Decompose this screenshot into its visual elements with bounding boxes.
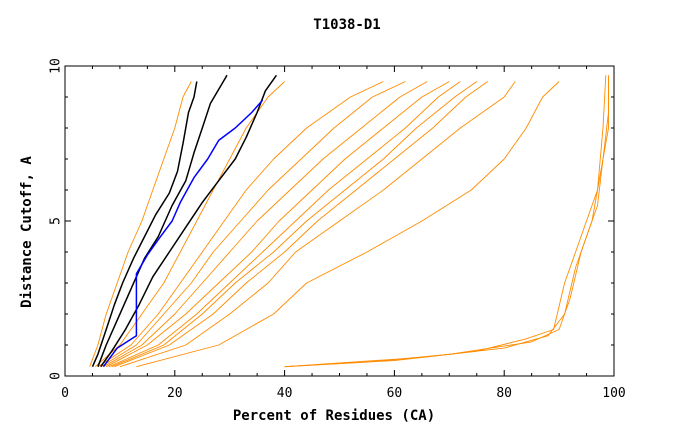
plot-series [89, 74, 609, 368]
series-model-mid-6 [100, 81, 406, 368]
chart-title: T1038-D1 [313, 17, 380, 33]
series-model-outlier-low [284, 75, 609, 368]
series-model-mid-2 [103, 81, 428, 368]
series-model-mid-4 [114, 81, 488, 368]
series-model-mid-3 [108, 81, 461, 368]
x-ticks: 0 20 40 60 80 100 [61, 66, 626, 401]
series-highlight-black-2 [97, 74, 228, 367]
x-tick-label: 100 [602, 386, 625, 401]
series-model-envelope-left [89, 81, 192, 367]
series-model-envelope-right [119, 81, 516, 368]
series-model-mid-5 [94, 81, 285, 368]
series-highlight-blue [102, 99, 264, 368]
series-model-mid-7 [105, 81, 450, 368]
series-highlight-black-3 [100, 74, 278, 368]
x-tick-label: 20 [167, 386, 183, 401]
series-model-mid-8 [111, 81, 478, 368]
x-tick-label: 80 [496, 386, 512, 401]
series-model-outlier-low-2 [284, 75, 607, 368]
series-model-mid-1 [97, 81, 384, 368]
x-tick-label: 0 [61, 386, 69, 401]
series-model-outlier-low-3 [284, 78, 609, 368]
y-axis-label: Distance Cutoff, A [19, 156, 35, 308]
x-tick-label: 40 [277, 386, 293, 401]
series-model-far-right [136, 81, 560, 368]
y-ticks: 0 5 10 [49, 58, 614, 380]
y-tick-label: 0 [49, 372, 64, 380]
x-axis-label: Percent of Residues (CA) [233, 408, 435, 424]
y-tick-label: 5 [49, 217, 64, 225]
y-tick-label: 10 [49, 58, 64, 74]
series-highlight-black-1 [91, 81, 198, 367]
x-tick-label: 60 [387, 386, 403, 401]
